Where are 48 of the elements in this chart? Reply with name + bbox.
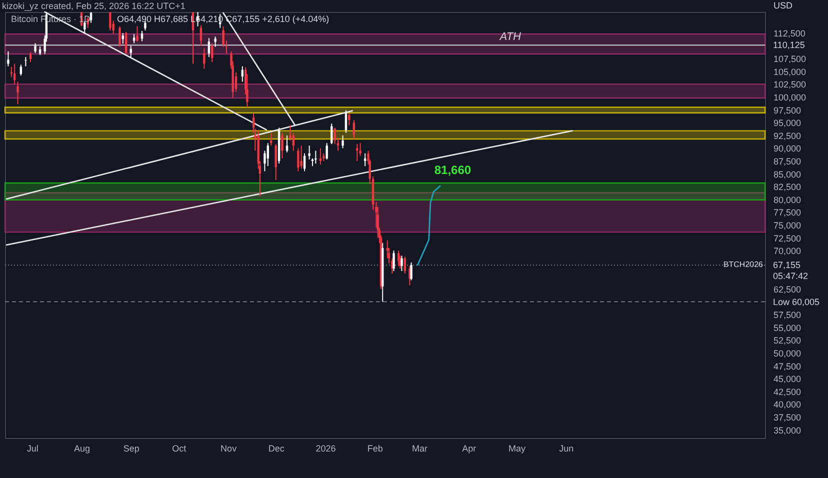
x-tick-label: Aug [74,444,90,454]
y-tick-label: 57,500 [774,310,802,320]
y-tick-label: 45,000 [774,374,802,384]
x-tick-label: Jul [26,444,38,454]
x-tick-label: Dec [268,444,285,454]
y-tick-label: 37,500 [774,412,802,423]
y-tick-label: 70,000 [774,246,802,256]
y-tick-label: 92,500 [774,130,802,141]
y-tick-label: 47,500 [774,361,802,372]
ref-line-label: 110,125 [773,40,805,50]
y-tick-label: 40,000 [774,400,802,410]
annotation: BTCH2026 [723,260,764,270]
y-tick-label: 97,500 [774,105,802,116]
y-tick-label: 42,500 [774,386,802,397]
y-tick-label: 87,500 [774,156,802,166]
y-tick-label: 62,500 [774,284,802,294]
ref-line-label: 67,155 05:47:42 [773,260,808,282]
ref-line-label: Low 60,005 [773,296,820,307]
y-tick-label: 102,500 [774,80,806,90]
y-tick-label: 105,000 [774,66,806,77]
y-tick-label: 50,000 [774,348,802,359]
y-tick-label: 107,500 [774,54,806,64]
y-tick-label: 55,000 [774,322,802,333]
y-tick-label: 35,000 [774,425,802,436]
y-tick-label: 112,500 [774,28,806,38]
annotation: 81,660 [434,162,472,177]
x-tick-label: Oct [172,444,187,454]
x-tick-label: May [508,444,526,454]
y-tick-label: 80,000 [774,194,802,205]
y-tick-label: 90,000 [774,144,802,154]
x-tick-label: Apr [462,444,476,454]
text: kizoki_yz created, Feb 25, 2026 16:22 UTC+1 [2,1,186,11]
y-tick-label: 77,500 [774,208,802,218]
y-tick-label: 52,500 [774,336,802,346]
band-label: ATH [498,31,522,43]
y-axis-title: USD [774,0,793,10]
x-tick-label: Nov [220,444,238,454]
x-tick-label: Feb [367,444,383,454]
x-tick-label: 2026 [316,444,336,454]
y-tick-label: 75,000 [774,220,802,230]
y-tick-label: 100,000 [774,92,806,102]
y-tick-label: 95,000 [774,118,802,128]
x-tick-label: Sep [123,444,140,454]
y-tick-label: 85,000 [774,169,802,180]
y-tick-label: 72,500 [774,233,802,244]
y-tick-label: 82,500 [774,182,802,192]
x-tick-label: Jun [559,444,574,454]
x-tick-label: Mar [412,444,428,454]
